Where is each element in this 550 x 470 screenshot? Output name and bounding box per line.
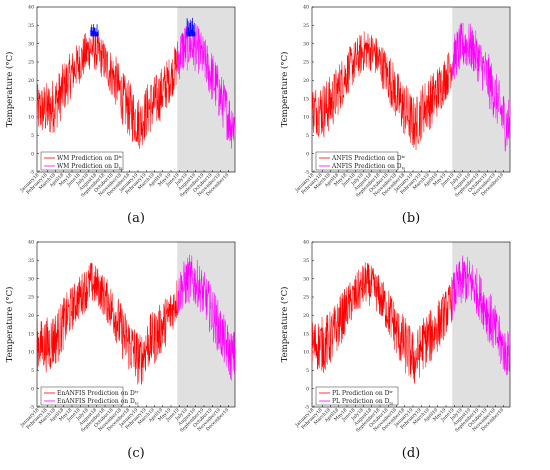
legend-box	[315, 386, 399, 406]
y-tick-label: 15	[28, 331, 34, 337]
y-tick-label: 20	[303, 78, 309, 84]
y-tick-label: 15	[303, 96, 309, 102]
legend-box	[315, 151, 399, 171]
legend-label: WM Prediction on Dts	[57, 163, 122, 170]
series-test-line	[176, 254, 236, 381]
axes-frame	[311, 6, 511, 173]
y-tick-label: 0	[31, 386, 34, 392]
test-region-shade	[452, 242, 510, 407]
y-tick-label: 35	[303, 258, 309, 264]
series-test-line	[451, 22, 511, 152]
y-tick-label: 10	[28, 350, 34, 356]
panel-label: (d)	[402, 446, 420, 461]
peak-highlight-line	[90, 24, 99, 37]
chart-panel-b: -50510152025303540January18February18Mar…	[279, 5, 511, 226]
y-tick-label: 25	[28, 60, 34, 66]
y-tick-label: 5	[31, 368, 34, 374]
panel-label: (b)	[402, 211, 420, 226]
y-tick-label: 40	[303, 240, 309, 246]
y-axis-label: Temperature (°C)	[4, 52, 15, 128]
y-tick-label: -5	[305, 170, 310, 176]
y-axis-label: Temperature (°C)	[279, 52, 290, 128]
y-tick-label: 0	[31, 151, 34, 157]
peak-highlight-line	[186, 17, 196, 37]
chart-panel-d: -50510152025303540January18February18Mar…	[279, 240, 511, 461]
y-tick-label: 10	[303, 350, 309, 356]
legend-box	[40, 386, 124, 406]
y-tick-label: 5	[306, 368, 309, 374]
y-tick-label: 15	[303, 331, 309, 337]
y-tick-label: -5	[30, 170, 35, 176]
legend-label: ANFIS Prediction on Dts	[331, 163, 405, 170]
y-tick-label: 35	[28, 258, 34, 264]
y-tick-label: -5	[305, 405, 310, 411]
series-train-line	[311, 262, 453, 384]
y-tick-label: -5	[30, 405, 35, 411]
y-tick-label: 20	[28, 78, 34, 84]
axes-frame	[36, 6, 236, 173]
y-tick-label: 40	[28, 5, 34, 11]
y-tick-label: 30	[303, 41, 309, 47]
y-tick-label: 20	[303, 313, 309, 319]
y-tick-label: 5	[31, 133, 34, 139]
legend-label: EnANFIS Prediction on Dtr	[57, 389, 138, 397]
y-tick-label: 25	[303, 60, 309, 66]
y-tick-label: 0	[306, 151, 309, 157]
series-train-line	[36, 29, 178, 149]
y-axis-label: Temperature (°C)	[279, 287, 290, 363]
y-tick-label: 40	[28, 240, 34, 246]
y-tick-label: 0	[306, 386, 309, 392]
legend-label: PL Prediction on Dtr	[332, 389, 393, 397]
series-test-line	[451, 255, 511, 376]
y-tick-label: 30	[28, 276, 34, 282]
y-tick-label: 35	[28, 23, 34, 29]
axes-frame	[311, 241, 511, 408]
legend-label: EnANFIS Prediction on Dts	[57, 398, 139, 405]
y-tick-label: 40	[303, 5, 309, 11]
y-tick-label: 5	[306, 133, 309, 139]
y-tick-label: 35	[303, 23, 309, 29]
y-tick-label: 30	[28, 41, 34, 47]
y-tick-label: 20	[28, 313, 34, 319]
y-tick-label: 30	[303, 276, 309, 282]
panel-label: (a)	[127, 211, 145, 226]
y-tick-label: 10	[28, 115, 34, 121]
series-train-line	[36, 262, 178, 386]
series-train-line	[311, 31, 453, 151]
legend-box	[40, 151, 124, 171]
chart-panel-a: -50510152025303540January18February18Mar…	[4, 5, 236, 226]
legend-label: WM Prediction on Dtr	[57, 154, 122, 162]
y-axis-label: Temperature (°C)	[4, 287, 15, 363]
chart-panel-c: -50510152025303540January18February18Mar…	[4, 240, 236, 461]
y-tick-label: 10	[303, 115, 309, 121]
legend-label: PL Prediction on Dts	[332, 398, 393, 405]
panel-label: (c)	[127, 446, 144, 461]
y-tick-label: 25	[303, 295, 309, 301]
legend-label: ANFIS Prediction on Dtr	[331, 154, 405, 162]
y-tick-label: 15	[28, 96, 34, 102]
y-tick-label: 25	[28, 295, 34, 301]
